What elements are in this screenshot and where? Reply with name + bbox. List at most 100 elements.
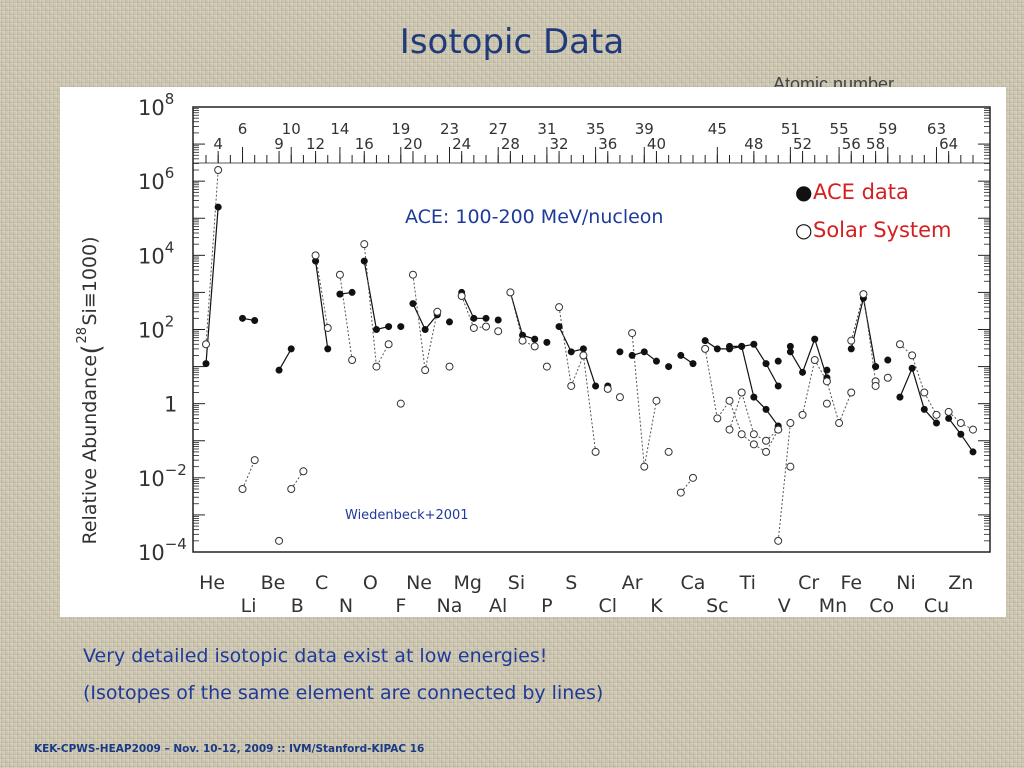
ace-data-point bbox=[348, 288, 356, 296]
ace-data-point bbox=[969, 448, 977, 456]
solar-data-point bbox=[749, 430, 758, 439]
top-tick-label: 51 bbox=[781, 120, 800, 138]
element-label: Al bbox=[489, 595, 507, 617]
element-label: He bbox=[199, 572, 225, 594]
solar-data-point bbox=[348, 356, 357, 365]
solar-isotope-line bbox=[558, 307, 597, 452]
top-tick-label: 16 bbox=[355, 135, 374, 153]
element-label: Ar bbox=[622, 572, 643, 594]
ace-data-point bbox=[750, 340, 758, 348]
y-tick-exponent: 2 bbox=[165, 313, 175, 331]
ace-data-point bbox=[519, 331, 527, 339]
element-label: Si bbox=[508, 572, 525, 594]
isotopic-abundance-chart: Relative Abundance ( 28 Si≡1000) 1081061… bbox=[75, 90, 991, 617]
solar-data-point bbox=[615, 393, 624, 402]
ace-data-point bbox=[202, 360, 210, 368]
slide-title: Isotopic Data bbox=[399, 22, 625, 62]
ace-data-point bbox=[713, 345, 721, 353]
solar-data-point bbox=[786, 419, 795, 428]
ace-data-point bbox=[957, 430, 965, 438]
solar-data-point bbox=[421, 366, 430, 375]
solar-data-point bbox=[737, 430, 746, 439]
ace-data-point bbox=[543, 338, 551, 346]
plot-frame bbox=[192, 106, 991, 553]
solar-data-point bbox=[822, 377, 831, 386]
y-tick-base: 10 bbox=[138, 244, 165, 268]
element-label: Cl bbox=[598, 595, 617, 617]
solar-data-point bbox=[542, 362, 551, 371]
top-tick-label: 10 bbox=[282, 120, 301, 138]
y-tick-exponent: 4 bbox=[165, 238, 175, 256]
y-tick-base: 10 bbox=[138, 319, 165, 343]
plot-panel: Relative Abundance ( 28 Si≡1000) 108 106 1… bbox=[60, 87, 1006, 617]
data-points bbox=[202, 166, 977, 545]
legend-label: Solar System bbox=[813, 218, 952, 242]
ace-data-point bbox=[616, 348, 624, 356]
y-tick-exponent: 8 bbox=[165, 90, 175, 108]
solar-data-point bbox=[555, 303, 564, 312]
ace-data-point bbox=[360, 257, 368, 265]
y-tick-label: 10−4 bbox=[138, 535, 187, 565]
solar-data-point bbox=[725, 425, 734, 434]
ace-data-point bbox=[774, 382, 782, 390]
top-tick-label: 35 bbox=[586, 120, 605, 138]
solar-isotope-line bbox=[242, 459, 256, 490]
ace-data-point bbox=[445, 318, 453, 326]
solar-data-point bbox=[847, 336, 856, 345]
ace-data-point bbox=[823, 366, 831, 374]
ace-data-point bbox=[932, 419, 940, 427]
solar-data-point bbox=[567, 381, 576, 390]
solar-isotope-line bbox=[363, 244, 390, 369]
ace-data-point bbox=[896, 393, 904, 401]
ace-data-point bbox=[287, 345, 295, 353]
ace-data-point bbox=[908, 364, 916, 372]
y-axis-label-mass: 28 bbox=[75, 327, 90, 344]
solar-data-point bbox=[908, 351, 917, 360]
energy-annotation: ACE: 100-200 MeV/nucleon bbox=[405, 206, 663, 228]
solar-data-point bbox=[895, 340, 904, 349]
element-label: Ni bbox=[896, 572, 916, 594]
y-tick-label: 106 bbox=[138, 164, 174, 194]
top-tick-label: 31 bbox=[537, 120, 556, 138]
y-tick-base: 10 bbox=[138, 170, 165, 194]
y-axis-label: Relative Abundance ( 28 Si≡1000) bbox=[75, 236, 107, 544]
element-label: O bbox=[363, 572, 378, 594]
ace-data-point bbox=[920, 405, 928, 413]
element-label: Be bbox=[261, 572, 286, 594]
ace-data-point bbox=[409, 300, 417, 308]
credit-label: Wiedenbeck+2001 bbox=[345, 508, 469, 523]
top-tick-label: 48 bbox=[744, 135, 763, 153]
solar-isotope-line bbox=[899, 343, 937, 416]
solar-isotope-line bbox=[412, 274, 438, 371]
solar-isotope-line bbox=[205, 169, 219, 345]
solar-data-point bbox=[652, 396, 661, 405]
ace-data-point bbox=[726, 342, 734, 350]
solar-isotope-line bbox=[777, 423, 791, 541]
solar-data-point bbox=[640, 462, 649, 471]
solar-data-point bbox=[762, 436, 771, 445]
element-label: Ti bbox=[739, 572, 756, 594]
top-tick-label: 55 bbox=[830, 120, 849, 138]
top-tick-label: 59 bbox=[878, 120, 897, 138]
solar-isotope-line bbox=[339, 274, 353, 361]
element-label: Li bbox=[241, 595, 257, 617]
ace-isotope-line bbox=[363, 260, 389, 331]
ace-isotope-line bbox=[314, 260, 329, 349]
legend-filled-marker: ● bbox=[795, 180, 812, 204]
element-label: Co bbox=[869, 595, 894, 617]
solar-data-point bbox=[956, 419, 965, 428]
legend: ● ACE data○ Solar System bbox=[795, 180, 952, 242]
ace-data-point bbox=[372, 326, 380, 333]
solar-isotope-line bbox=[315, 255, 329, 329]
element-label: Ne bbox=[406, 572, 432, 594]
solar-data-point bbox=[275, 536, 284, 545]
solar-data-point bbox=[360, 240, 369, 249]
ace-data-point bbox=[592, 382, 600, 390]
element-labels: He Be C O Ne Mg Si S Ar Ca Ti Cr Fe Ni Zn Li B N F Na Al P Cl K… bbox=[199, 572, 973, 617]
solar-data-point bbox=[506, 288, 515, 297]
top-tick-label: 12 bbox=[306, 135, 325, 153]
solar-data-point bbox=[871, 381, 880, 390]
solar-data-point bbox=[774, 425, 783, 434]
solar-data-point bbox=[725, 396, 734, 405]
